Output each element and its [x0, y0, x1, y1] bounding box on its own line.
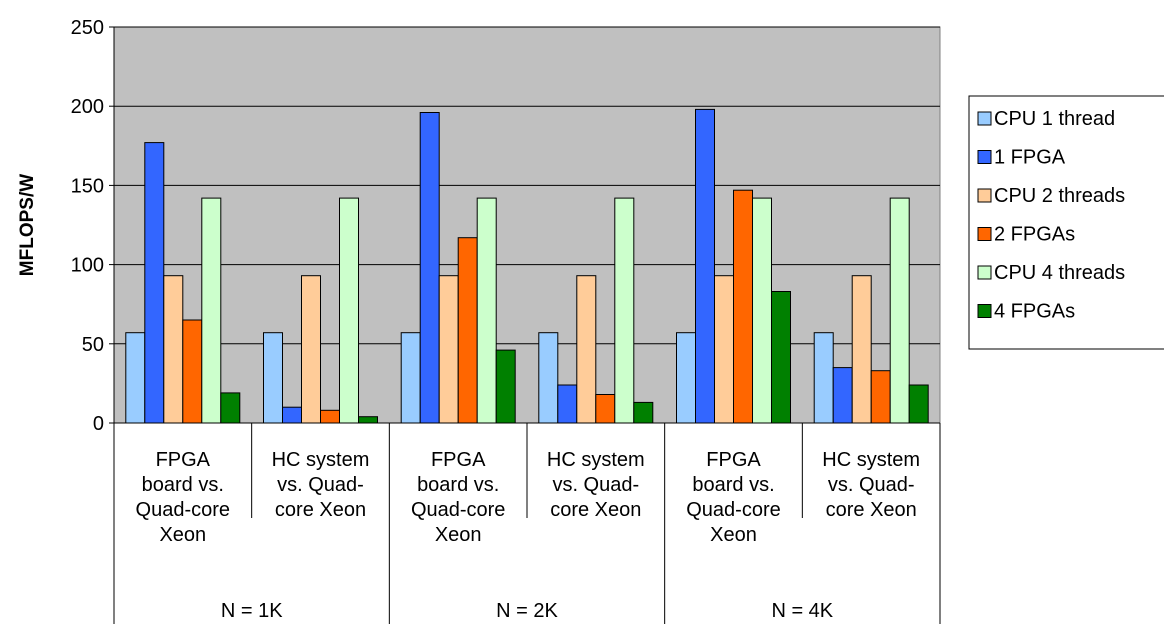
bar-cpu-1-thread [813, 332, 834, 424]
bar-1-fpga [832, 367, 853, 424]
bar-2-fpgas [320, 409, 340, 424]
bar-2-fpgas [595, 394, 616, 424]
legend-swatch [977, 188, 992, 203]
category-label: vs. Quad- [552, 474, 639, 496]
category-label: board vs. [692, 474, 774, 496]
y-tick-label: 150 [71, 175, 104, 197]
y-tick-label: 250 [71, 17, 104, 39]
group-label: N = 4K [771, 600, 833, 622]
x-axis: FPGA board vs. Quad-core Xeon HC system vs. Q… [113, 422, 941, 624]
bar-cpu-1-thread [400, 332, 421, 424]
bars [125, 108, 929, 424]
bar-1-fpga [695, 108, 715, 424]
legend-box [968, 95, 1164, 350]
legend: CPU 1 thread 1 FPGA CPU 2 threads 2 FPGAs CP… [968, 95, 1164, 350]
category-label: FPGA [156, 449, 211, 471]
bar-cpu-2-threads [851, 275, 872, 424]
legend-label: 1 FPGA [994, 147, 1066, 169]
y-axis-label: MFLOPS/W [17, 174, 38, 276]
bar-1-fpga [144, 142, 165, 424]
y-tick-label: 100 [71, 255, 104, 277]
bar-cpu-2-threads [163, 275, 184, 424]
y-tick-label: 0 [93, 413, 104, 435]
bar-cpu-4-threads [201, 197, 222, 424]
gridlines [114, 26, 940, 345]
legend-swatch [977, 111, 992, 126]
bar-4-fpgas [495, 349, 516, 424]
bar-cpu-2-threads [438, 275, 459, 424]
bar-2-fpgas [457, 237, 478, 424]
category-label: Xeon [435, 524, 482, 546]
bar-cpu-1-thread [538, 332, 559, 424]
category-label: HC system [272, 449, 370, 471]
bar-2-fpgas [182, 319, 203, 424]
group-label: N = 2K [496, 600, 558, 622]
legend-label: CPU 4 threads [994, 262, 1125, 284]
category-label: Xeon [710, 524, 757, 546]
plot-area [113, 26, 941, 424]
category-label: FPGA [431, 449, 486, 471]
category-label: core Xeon [275, 499, 366, 521]
bar-1-fpga [557, 384, 578, 424]
bar-cpu-4-threads [752, 197, 772, 424]
category-label: core Xeon [826, 499, 917, 521]
bar-cpu-4-threads [339, 197, 359, 424]
legend-swatch [977, 304, 992, 318]
bar-cpu-1-thread [263, 332, 283, 424]
category-label: FPGA [706, 449, 761, 471]
bar-2-fpgas [733, 189, 753, 424]
bar-cpu-2-threads [301, 275, 321, 424]
category-label: core Xeon [550, 499, 641, 521]
category-label: HC system [547, 449, 645, 471]
legend-label: 4 FPGAs [994, 301, 1075, 323]
category-label: vs. Quad- [828, 474, 915, 496]
bar-4-fpgas [220, 392, 241, 424]
bar-cpu-1-thread [676, 332, 696, 424]
bar-cpu-1-thread [125, 332, 146, 424]
bar-cpu-4-threads [614, 197, 635, 424]
bar-4-fpgas [633, 401, 654, 424]
legend-swatch [977, 227, 992, 241]
legend-label: CPU 2 threads [994, 185, 1125, 207]
category-label: Quad-core [686, 499, 781, 521]
bar-1-fpga [282, 406, 302, 424]
y-tick-label: 50 [82, 334, 104, 356]
y-tick-label: 200 [71, 96, 104, 118]
category-label: board vs. [142, 474, 224, 496]
bar-cpu-4-threads [889, 197, 910, 424]
bar-2-fpgas [870, 370, 891, 424]
legend-swatch [977, 150, 992, 164]
category-label: Quad-core [411, 499, 506, 521]
group-label: N = 1K [221, 600, 283, 622]
bar-4-fpgas [908, 384, 929, 424]
category-label: Quad-core [136, 499, 231, 521]
bar-4-fpgas [771, 291, 791, 424]
bar-cpu-2-threads [576, 275, 597, 424]
legend-label: CPU 1 thread [994, 108, 1115, 130]
bar-cpu-4-threads [476, 197, 497, 424]
bar-1-fpga [419, 112, 440, 424]
category-label: vs. Quad- [277, 474, 364, 496]
bar-cpu-2-threads [714, 275, 734, 424]
category-label: HC system [822, 449, 920, 471]
category-label: Xeon [159, 524, 206, 546]
legend-swatch [977, 265, 992, 280]
bar-4-fpgas [358, 416, 378, 424]
category-label: board vs. [417, 474, 499, 496]
y-axis: 0 50 100 150 200 250 [71, 17, 115, 435]
legend-label: 2 FPGAs [994, 224, 1075, 246]
